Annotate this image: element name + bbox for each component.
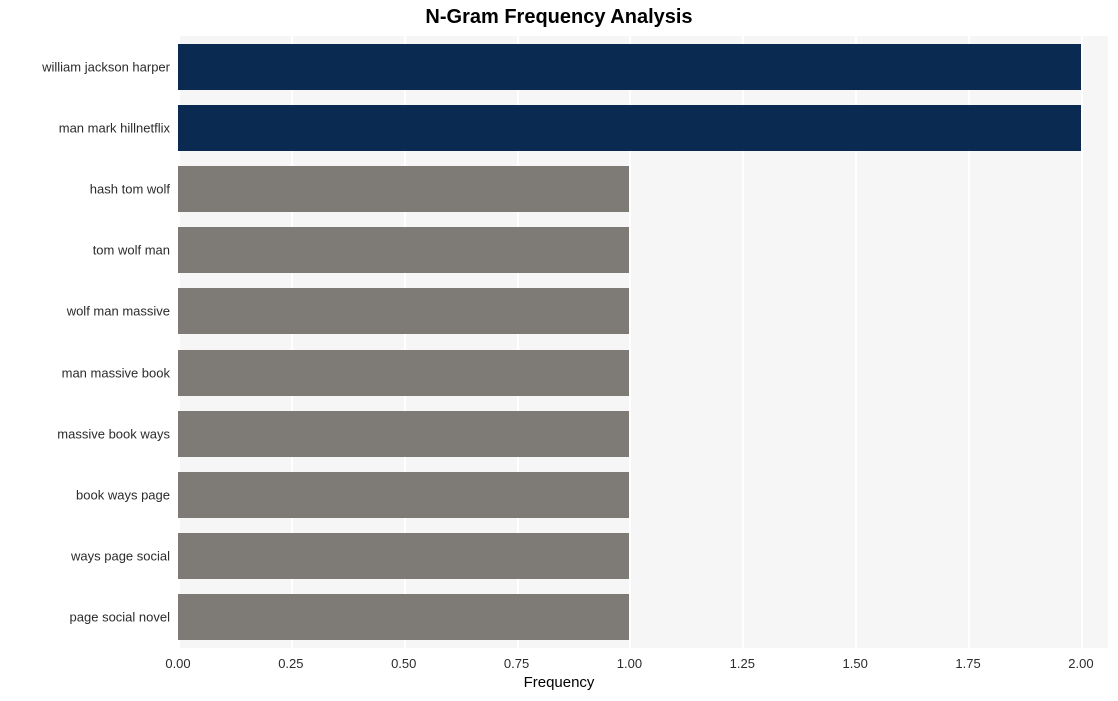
x-tick-label: 1.50 [843, 648, 868, 671]
bar [178, 227, 629, 273]
y-tick-label: wolf man massive [67, 304, 178, 319]
x-tick-label: 1.25 [730, 648, 755, 671]
x-tick-label: 0.00 [165, 648, 190, 671]
ngram-frequency-chart: N-Gram Frequency Analysis 0.000.250.500.… [0, 0, 1118, 701]
x-tick-label: 1.75 [955, 648, 980, 671]
bar [178, 288, 629, 334]
y-tick-label: ways page social [71, 549, 178, 564]
bar [178, 472, 629, 518]
x-tick-label: 0.50 [391, 648, 416, 671]
y-tick-label: man massive book [62, 365, 178, 380]
y-tick-label: hash tom wolf [90, 182, 178, 197]
gridline-major [1081, 36, 1083, 648]
y-tick-label: tom wolf man [93, 243, 178, 258]
bar [178, 166, 629, 212]
chart-title: N-Gram Frequency Analysis [0, 6, 1118, 29]
bar [178, 533, 629, 579]
y-tick-label: man mark hillnetflix [59, 120, 178, 135]
y-tick-label: william jackson harper [42, 59, 178, 74]
bar [178, 411, 629, 457]
x-tick-label: 0.75 [504, 648, 529, 671]
y-tick-label: massive book ways [57, 426, 178, 441]
bar [178, 44, 1081, 90]
bar [178, 350, 629, 396]
x-axis-label: Frequency [0, 674, 1118, 691]
x-tick-label: 1.00 [617, 648, 642, 671]
x-tick-label: 0.25 [278, 648, 303, 671]
bar [178, 594, 629, 640]
x-tick-label: 2.00 [1068, 648, 1093, 671]
plot-area: 0.000.250.500.751.001.251.501.752.00will… [178, 36, 1108, 648]
bar [178, 105, 1081, 151]
y-tick-label: book ways page [76, 488, 178, 503]
y-tick-label: page social novel [70, 610, 178, 625]
